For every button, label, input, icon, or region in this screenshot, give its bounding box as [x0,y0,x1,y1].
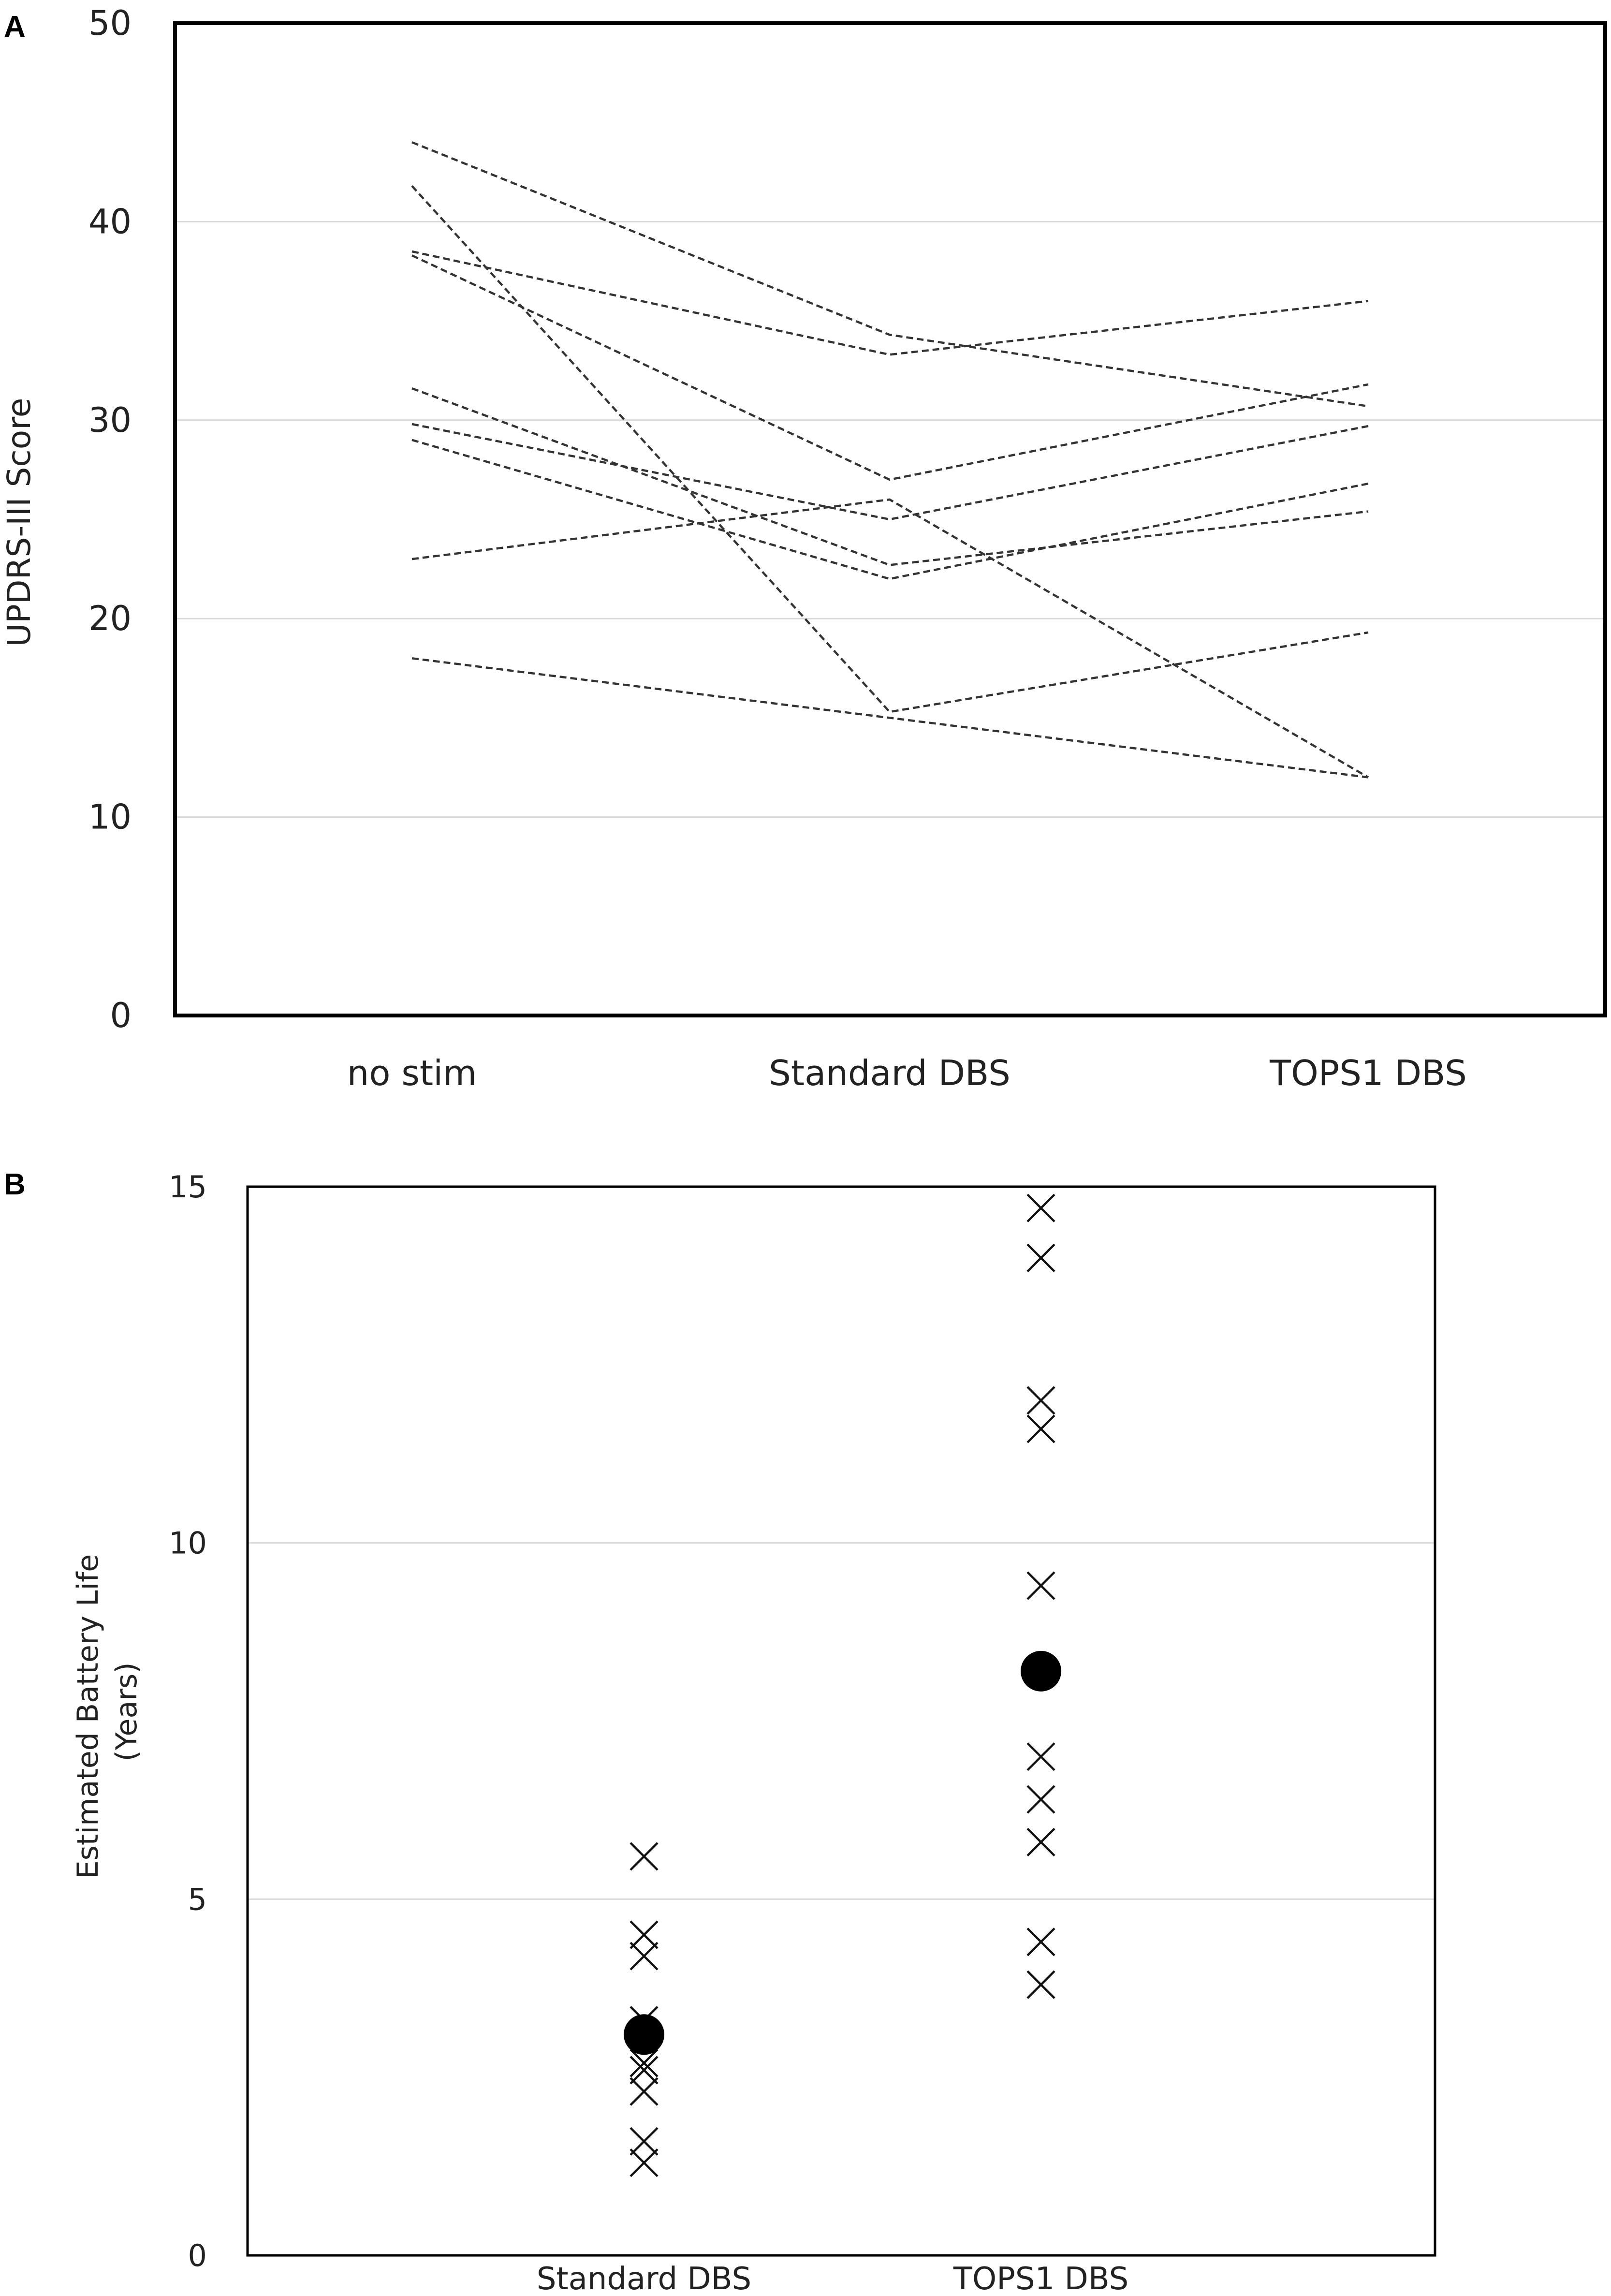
panel-b-x-marker [1026,1970,1055,1999]
panel-a-series-line [411,250,1369,356]
panel-b-x-marker-stroke [630,1942,659,1971]
panel-b-x-marker [630,1920,659,1949]
panel-b-x-tick-label: Standard DBS [537,2261,751,2296]
panel-a-y-tick-label: 10 [88,797,132,837]
panel-b-x-marker [630,2056,659,2085]
panel-b-x-marker-stroke [1026,1386,1055,1415]
panel-b-mean-marker [624,2014,664,2055]
panel-a-x-tick-label: TOPS1 DBS [1269,1053,1467,1093]
panel-a-series-line [411,657,1369,779]
panel-b-x-marker [630,2148,659,2178]
panel-b-x-marker-stroke [1026,1785,1055,1814]
panel-b-x-marker [1026,1827,1055,1857]
panel-b-x-marker-stroke [1026,1827,1055,1857]
panel-b-x-marker [1026,1742,1055,1771]
panel-a-series-line [411,254,1369,481]
panel-b-y-tick-label: 10 [169,1526,207,1561]
panel-b-x-marker-stroke [1026,1414,1055,1443]
panel-a-series-line [411,423,1369,521]
panel-a-series-line [411,185,1369,713]
panel-b-x-tick-label: TOPS1 DBS [953,2261,1128,2296]
panel-b-x-marker-stroke [630,2048,659,2077]
panel-b: B 0 5 10 15 Standard DBS TOPS1 DBS Estimated… [4,1168,1436,2296]
panel-a-y-tick-label: 30 [88,400,132,440]
panel-a-y-tick-label: 40 [88,202,132,241]
panel-a-y-tick-label: 0 [110,996,132,1035]
panel-b-x-marker [1026,1928,1055,1957]
panel-a-x-tick-label: Standard DBS [769,1053,1011,1093]
panel-b-x-marker-stroke [1026,1571,1055,1600]
panel-b-y-tick-label: 0 [188,2238,207,2273]
panel-a-y-axis-title: UPDRS-III Score [0,398,38,647]
panel-b-y-axis-title: Estimated Battery Life (Years) [71,1545,144,1879]
panel-b-x-marker [630,2127,659,2156]
panel-a-series-line [411,387,1369,566]
panel-b-x-marker-stroke [630,2127,659,2156]
panel-b-y-axis-title-line2: (Years) [110,1662,144,1761]
panel-b-plot-frame [246,1185,1436,2257]
panel-b-x-marker [630,2048,659,2077]
panel-b-x-marker [1026,1386,1055,1415]
panel-b-x-marker-stroke [630,2148,659,2178]
panel-b-x-marker-stroke [630,2077,659,2106]
panel-a-y-tick-label: 20 [88,599,132,638]
panel-b-x-marker [630,1942,659,1971]
panel-b-x-marker-stroke [630,2056,659,2085]
panel-b-x-marker-stroke [630,1920,659,1949]
panel-a-x-tick-label: no stim [347,1053,477,1093]
panel-a: A 0 10 20 30 40 50 no stim Standard DBS TOPS1 D… [0,3,1607,1093]
panel-b-x-marker [630,2077,659,2106]
panel-b-x-marker [1026,1785,1055,1814]
panel-b-x-marker [1026,1193,1055,1222]
panel-b-y-tick-label: 5 [188,1882,207,1917]
panel-a-letter: A [4,10,26,44]
panel-b-x-marker-stroke [1026,1193,1055,1222]
panel-b-x-marker-stroke [1026,1243,1055,1272]
panel-b-x-marker [630,1842,659,1871]
panel-a-series-line [411,439,1369,580]
panel-b-x-marker-stroke [1026,1742,1055,1771]
panel-a-y-tick-label: 50 [88,3,132,43]
panel-b-y-tick-label: 15 [169,1169,207,1205]
panel-a-plot-frame [173,21,1607,1017]
panel-b-letter: B [4,1168,26,1201]
panel-b-x-marker-stroke [1026,1970,1055,1999]
panel-b-x-marker-stroke [630,1842,659,1871]
panel-b-y-axis-title-line1: Estimated Battery Life [71,1554,105,1879]
panel-b-x-marker [1026,1414,1055,1443]
panel-b-x-marker [1026,1571,1055,1600]
panel-b-mean-marker [1021,1650,1061,1692]
panel-a-series-line [411,141,1369,408]
panel-a-series-line [411,498,1369,779]
panel-b-x-marker-stroke [1026,1928,1055,1957]
panel-b-x-marker [1026,1243,1055,1272]
